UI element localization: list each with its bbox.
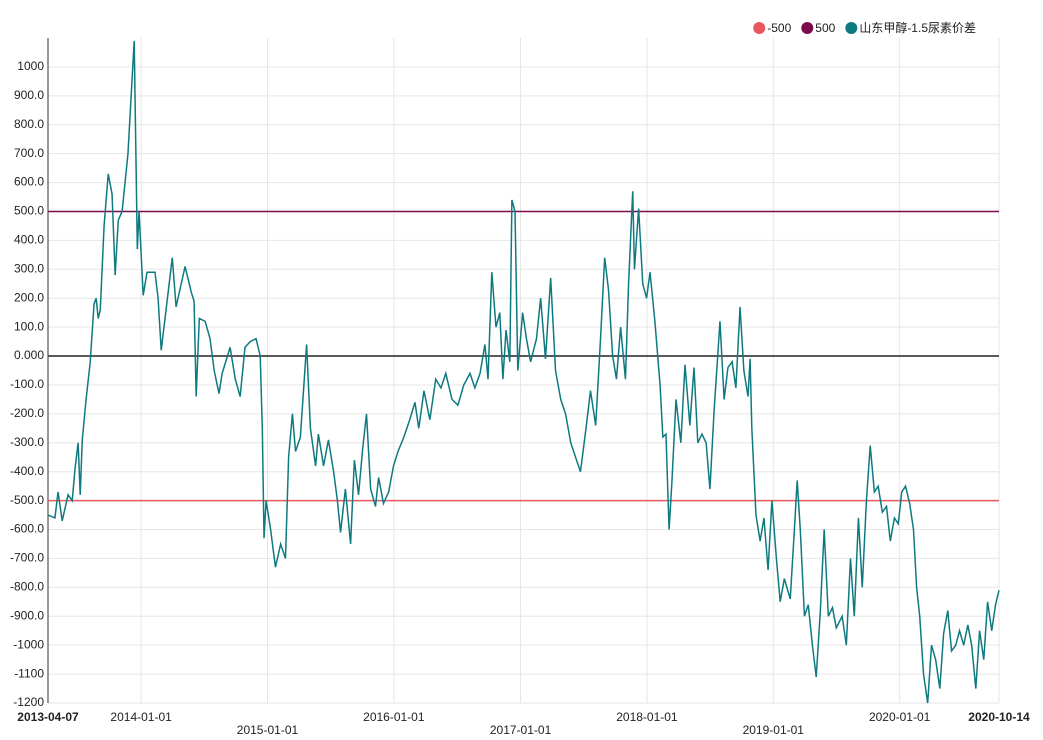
y-tick-label: -500.0	[10, 493, 44, 507]
legend-item: -500	[753, 21, 792, 35]
x-tick-label: 2019-01-01	[743, 723, 805, 737]
x-tick-label: 2013-04-07	[17, 710, 79, 724]
y-tick-label: -1100	[14, 666, 44, 680]
y-tick-label: -1000	[13, 637, 44, 651]
y-tick-label: 100.0	[14, 319, 44, 333]
x-tick-label: 2016-01-01	[363, 710, 425, 724]
y-tick-label: 800.0	[14, 117, 44, 131]
y-tick-label: 600.0	[14, 175, 44, 189]
legend-marker	[801, 22, 814, 34]
y-tick-label: 300.0	[14, 261, 44, 275]
legend-marker	[845, 22, 858, 34]
y-tick-label: 400.0	[14, 233, 44, 247]
legend-label: 500	[815, 21, 835, 35]
x-tick-label: 2014-01-01	[110, 710, 172, 724]
legend-label: 山东甲醇-1.5尿素价差	[859, 20, 976, 35]
y-tick-label: -700.0	[10, 551, 44, 565]
y-tick-label: -1200	[13, 695, 44, 709]
x-tick-label: 2020-01-01	[869, 710, 931, 724]
y-tick-label: 200.0	[14, 290, 44, 304]
legend-label: -500	[767, 21, 791, 35]
y-tick-label: -400.0	[10, 464, 44, 478]
legend-item: 山东甲醇-1.5尿素价差	[845, 20, 976, 35]
y-tick-label: 900.0	[14, 88, 44, 102]
y-tick-label: -100.0	[10, 377, 44, 391]
y-tick-label: 0.000	[14, 348, 44, 362]
x-tick-label: 2020-10-14	[968, 710, 1030, 724]
legend-marker	[753, 22, 766, 34]
legend: -500 500 山东甲醇-1.5尿素价差	[753, 20, 976, 35]
y-tick-label: -300.0	[10, 435, 44, 449]
legend-item: 500	[801, 21, 836, 35]
grid	[47, 38, 1000, 704]
x-tick-label: 2015-01-01	[237, 723, 299, 737]
y-tick-label: -200.0	[10, 406, 44, 420]
y-tick-label: -800.0	[10, 580, 44, 594]
y-tick-label: 500.0	[14, 204, 44, 218]
x-tick-label: 2017-01-01	[490, 723, 552, 737]
y-tick-label: -900.0	[10, 608, 44, 622]
y-tick-label: -600.0	[10, 522, 44, 536]
x-tick-label: 2018-01-01	[616, 710, 678, 724]
series-line	[47, 40, 1000, 704]
y-tick-label: 700.0	[14, 146, 44, 160]
y-tick-label: 1000	[17, 59, 44, 73]
